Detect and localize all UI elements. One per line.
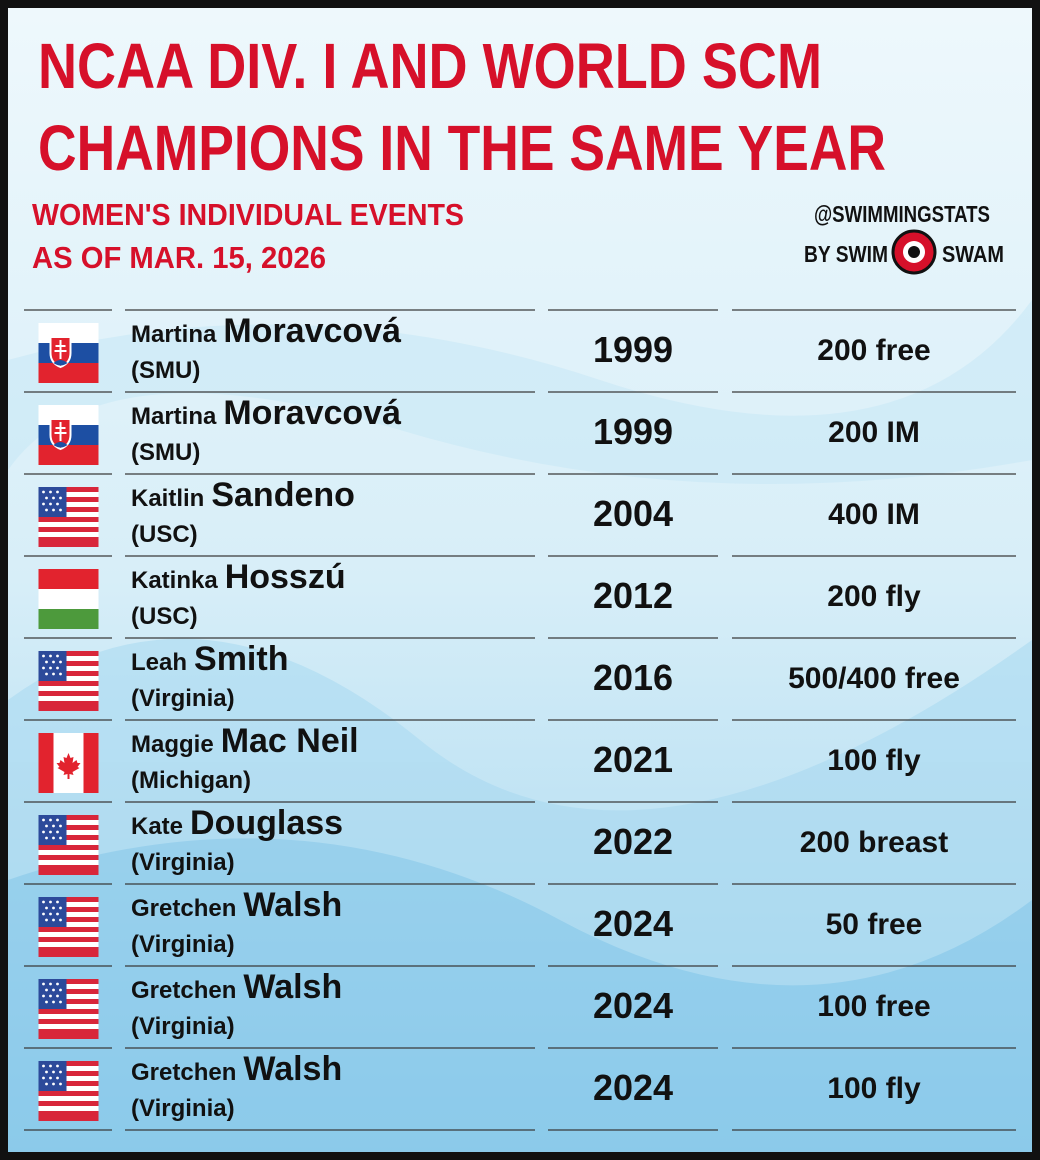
year: 2024 <box>593 1067 673 1108</box>
first-name: Martina <box>131 403 217 430</box>
subtitle: WOMEN'S INDIVIDUAL EVENTS <box>32 197 464 232</box>
brand-text: SWAM <box>942 241 1004 267</box>
year: 1999 <box>593 411 673 452</box>
last-name: Moravcová <box>223 394 401 432</box>
first-name: Leah <box>131 649 187 676</box>
athlete-name: Martina Moravcová <box>131 394 401 432</box>
year: 2004 <box>593 493 673 534</box>
subtitle: AS OF MAR. 15, 2026 <box>32 240 326 275</box>
year: 1999 <box>593 329 673 370</box>
year: 2022 <box>593 821 673 862</box>
first-name: Martina <box>131 321 217 348</box>
last-name: Walsh <box>243 968 342 1006</box>
event: 400 IM <box>828 498 920 531</box>
first-name: Gretchen <box>131 1059 236 1086</box>
last-name: Moravcová <box>223 312 401 350</box>
school: (USC) <box>131 521 198 548</box>
event: 200 IM <box>828 416 920 449</box>
first-name: Gretchen <box>131 977 236 1004</box>
athlete-name: Gretchen Walsh <box>131 886 342 924</box>
year: 2012 <box>593 575 673 616</box>
last-name: Sandeno <box>211 476 355 514</box>
school: (Virginia) <box>131 849 235 876</box>
last-name: Walsh <box>243 886 342 924</box>
athlete-name: Martina Moravcová <box>131 312 401 350</box>
last-name: Walsh <box>243 1050 342 1088</box>
last-name: Mac Neil <box>221 722 359 760</box>
athlete-name: Gretchen Walsh <box>131 1050 342 1088</box>
school: (USC) <box>131 603 198 630</box>
last-name: Smith <box>194 640 288 678</box>
athlete-name: Katinka Hosszú <box>131 558 346 596</box>
first-name: Katinka <box>131 567 218 594</box>
brand-text: BY SWIM <box>804 241 888 267</box>
school: (Virginia) <box>131 1013 235 1040</box>
event: 100 fly <box>827 1072 921 1105</box>
school: (Virginia) <box>131 685 235 712</box>
school: (SMU) <box>131 357 200 384</box>
title: CHAMPIONS IN THE SAME YEAR <box>38 112 886 184</box>
year: 2024 <box>593 903 673 944</box>
athlete-name: Kate Douglass <box>131 804 343 842</box>
school: (Virginia) <box>131 931 235 958</box>
athlete-name: Kaitlin Sandeno <box>131 476 355 514</box>
event: 200 breast <box>800 826 948 859</box>
first-name: Gretchen <box>131 895 236 922</box>
event: 100 free <box>817 990 930 1023</box>
last-name: Hosszú <box>225 558 346 596</box>
brand-handle: @SWIMMINGSTATS <box>814 201 990 227</box>
last-name: Douglass <box>190 804 343 842</box>
athlete-name: Gretchen Walsh <box>131 968 342 1006</box>
event: 100 fly <box>827 744 921 777</box>
year: 2016 <box>593 657 673 698</box>
school: (Michigan) <box>131 767 251 794</box>
year: 2021 <box>593 739 673 780</box>
event: 200 free <box>817 334 930 367</box>
title: NCAA DIV. I AND WORLD SCM <box>38 30 822 102</box>
first-name: Maggie <box>131 731 214 758</box>
event: 50 free <box>826 908 923 941</box>
athlete-name: Leah Smith <box>131 640 288 678</box>
event: 500/400 free <box>788 662 960 695</box>
brand-logo <box>891 229 937 275</box>
event: 200 fly <box>827 580 921 613</box>
first-name: Kate <box>131 813 183 840</box>
year: 2024 <box>593 985 673 1026</box>
first-name: Kaitlin <box>131 485 204 512</box>
school: (SMU) <box>131 439 200 466</box>
athlete-name: Maggie Mac Neil <box>131 722 359 760</box>
school: (Virginia) <box>131 1095 235 1122</box>
